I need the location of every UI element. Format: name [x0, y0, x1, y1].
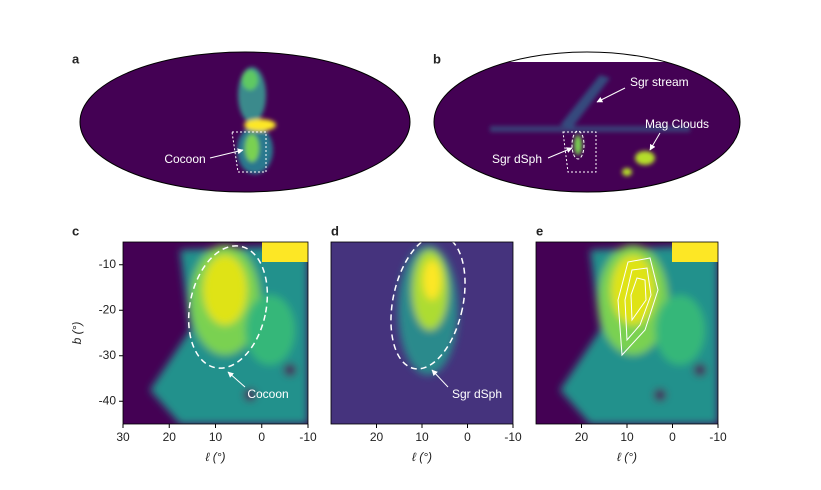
annotation: Sgr dSph [492, 152, 542, 166]
sky-outline [79, 51, 411, 193]
arrow [431, 369, 449, 388]
region-ellipse [571, 130, 585, 160]
region-box [231, 131, 267, 173]
arrow [209, 148, 244, 159]
annotation: Cocoon [164, 152, 205, 166]
y-tick-label: -10 [99, 257, 117, 271]
sky-outline [433, 51, 741, 193]
x-tick-label: -10 [299, 430, 317, 444]
x-tick-label: -10 [504, 430, 522, 444]
heatmap-c [123, 242, 308, 424]
x-axis-label: ℓ (°) [617, 450, 637, 464]
y-axis-label: b (°) [70, 322, 84, 345]
x-tick-label: 0 [464, 430, 471, 444]
region-ellipse [187, 245, 269, 369]
panel-label: d [331, 223, 339, 238]
arrow [227, 371, 246, 388]
y-tick-label: -40 [99, 393, 117, 407]
x-tick-label: 0 [669, 430, 676, 444]
arrow [596, 87, 626, 103]
sky-map-b [434, 62, 740, 192]
region-ellipse [390, 234, 466, 370]
x-tick-label: 10 [209, 430, 223, 444]
x-tick-label: 20 [163, 430, 177, 444]
heatmap-d [331, 242, 513, 424]
y-tick-label: -20 [99, 302, 117, 316]
sky-map-a [80, 52, 410, 192]
panel-label: b [433, 51, 441, 66]
x-tick-label: 20 [575, 430, 589, 444]
x-tick-label: -10 [709, 430, 727, 444]
x-tick-label: 0 [258, 430, 265, 444]
y-tick-label: -30 [99, 348, 117, 362]
arrow [547, 147, 573, 159]
region-box [562, 131, 597, 173]
arrow [649, 132, 661, 151]
panel-label: c [72, 223, 79, 238]
panel-label: e [536, 223, 543, 238]
x-axis-label: ℓ (°) [205, 450, 225, 464]
annotation: Cocoon [247, 387, 288, 401]
x-tick-label: 10 [415, 430, 429, 444]
annotation: Mag Clouds [645, 117, 709, 131]
contours [617, 257, 659, 357]
x-tick-label: 10 [620, 430, 634, 444]
annotation: Sgr dSph [452, 387, 502, 401]
panel-label: a [72, 51, 80, 66]
x-tick-label: 20 [370, 430, 384, 444]
x-axis-label: ℓ (°) [412, 450, 432, 464]
x-tick-label: 30 [116, 430, 130, 444]
annotation: Sgr stream [630, 75, 689, 89]
